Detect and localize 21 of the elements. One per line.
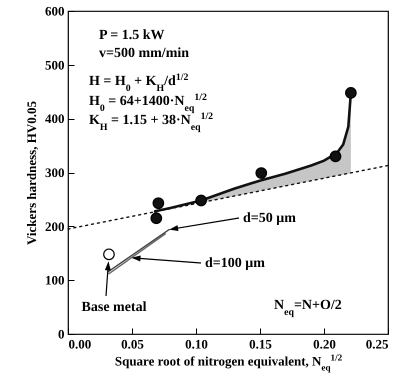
y-tick-label: 200	[45, 218, 64, 234]
annotation: N$_{eq}$=N+O/2	[274, 298, 342, 318]
y-axis-title: Vickers hardness, HV0.05	[24, 100, 39, 245]
y-tick-label: 600	[45, 4, 64, 18]
annotation: d=50 μm	[243, 211, 296, 226]
y-tick-label: 100	[45, 272, 64, 288]
x-tick-label: 0.05	[121, 336, 144, 352]
y-tick-label: 300	[45, 165, 64, 180]
x-tick-label: 0.25	[366, 336, 389, 352]
y-tick-label: 400	[45, 111, 64, 126]
x-tick-label: 0.15	[249, 336, 272, 352]
y-tick-label: 0	[58, 326, 64, 342]
y-tick-label: 500	[45, 57, 64, 72]
x-tick-label: 0.00	[68, 336, 92, 352]
annotation: P = 1.5 kW	[99, 28, 165, 43]
annotation: Base metal	[82, 300, 147, 315]
x-tick-label: 0.20	[313, 336, 336, 352]
x-tick-label: 0.10	[185, 336, 208, 352]
annotation: d=100 μm	[205, 256, 266, 271]
annotation: v=500 mm/min	[99, 46, 190, 61]
annotation: H = H$_{0}$ + K$_{H}$/d$^{1/2}$	[89, 72, 188, 94]
